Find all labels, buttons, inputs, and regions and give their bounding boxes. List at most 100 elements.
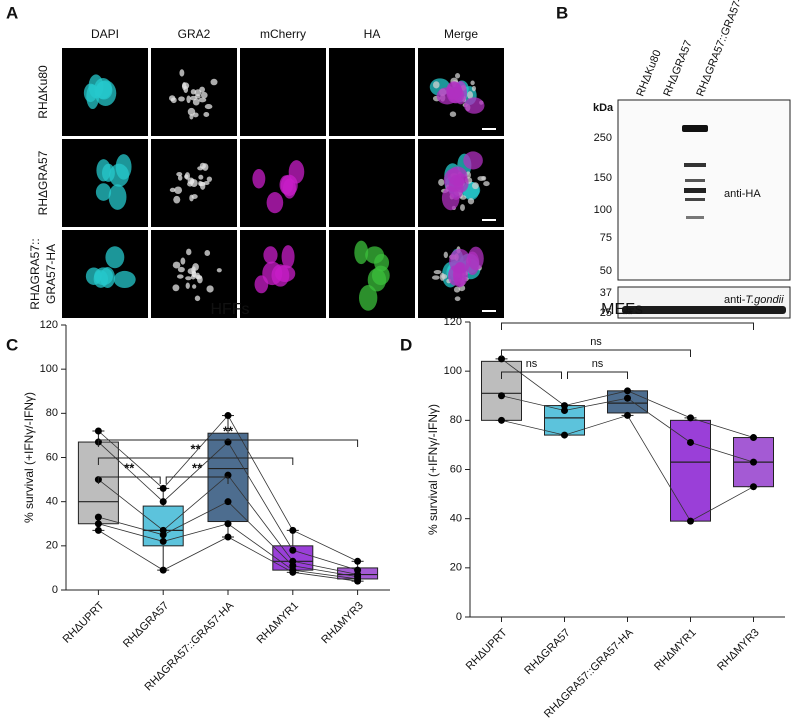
micrograph-blob [483, 181, 490, 187]
scale-bar [482, 310, 496, 312]
micrograph-blob [467, 197, 475, 205]
micrograph-signal [429, 73, 485, 117]
micrograph-blob [94, 267, 113, 286]
significance-label: ** [622, 306, 633, 321]
significance-label: ns [590, 336, 602, 348]
data-point [561, 402, 568, 410]
y-axis-label: % survival (+IFNγ/-IFNγ) [22, 392, 36, 523]
x-tick-label: RHΔMYR3 [715, 627, 762, 674]
micrograph-blob [431, 275, 440, 280]
micrograph-blob [197, 166, 204, 171]
data-point [687, 414, 694, 422]
micrograph-blob [433, 81, 440, 89]
micrograph-signal [431, 246, 484, 302]
micrograph [240, 48, 326, 136]
data-point [561, 407, 568, 414]
data-point [750, 458, 757, 466]
data-point [289, 526, 297, 534]
micrograph [329, 48, 415, 136]
significance-bracket [567, 371, 628, 379]
micrograph-blob [206, 285, 214, 293]
data-point [289, 568, 297, 576]
micrograph-blob [263, 246, 278, 264]
y-tick-label: 20 [450, 562, 462, 574]
micrograph-signal [354, 240, 390, 311]
micrograph-signal [83, 74, 117, 110]
micrograph-signal [172, 248, 222, 302]
data-point [289, 546, 297, 554]
x-tick-label: RHΔMYR1 [254, 600, 301, 647]
micrograph-blob [198, 180, 203, 187]
micrograph-blob [186, 248, 192, 256]
data-point [224, 498, 232, 506]
y-tick-label: 80 [450, 414, 462, 426]
micrograph-blob [184, 172, 191, 180]
marker-label: 250 [594, 132, 612, 144]
data-point [94, 427, 102, 435]
antibody-label: anti-HA [724, 188, 761, 200]
significance-label: ** [223, 423, 234, 438]
data-point [354, 577, 362, 585]
row-label: RHΔGRA57:: [28, 238, 42, 309]
significance-bracket [501, 371, 562, 379]
scale-bar [482, 219, 496, 221]
micrograph-blob [178, 96, 185, 102]
data-point [687, 517, 694, 525]
micrograph-blob [192, 284, 197, 289]
antibody-label-part: T.gondii [745, 294, 784, 306]
micrograph-blob [179, 69, 185, 77]
micrograph-blob [203, 112, 210, 117]
micrograph-blob [177, 266, 185, 273]
micrograph-signal [438, 151, 490, 212]
micrograph-blob [202, 163, 209, 171]
data-point [224, 520, 232, 528]
row-label: RHΔKu80 [36, 65, 50, 119]
y-tick-label: 120 [40, 319, 58, 331]
data-point [159, 537, 167, 545]
lane-label: RHΔKu80 [634, 48, 663, 98]
data-point [498, 392, 505, 400]
micrograph-blob [454, 296, 461, 302]
micrograph-blob [189, 114, 194, 120]
micrograph-blob [190, 274, 196, 280]
micrograph-blob [252, 168, 266, 189]
micrograph-signal [252, 160, 305, 214]
significance-bracket [97, 439, 359, 447]
y-tick-label: 100 [444, 365, 462, 377]
panel-letter: A [6, 3, 18, 22]
data-point [224, 412, 232, 420]
significance-label: ** [124, 460, 135, 475]
micrograph-signal [95, 154, 132, 210]
y-tick-label: 40 [450, 513, 462, 525]
micrograph-blob [191, 194, 198, 199]
data-point [94, 513, 102, 521]
y-tick-label: 20 [46, 540, 58, 552]
scale-bar [482, 128, 496, 130]
micrograph-blob [367, 268, 387, 292]
x-tick-label: RHΔUPRT [464, 626, 510, 672]
micrograph-blob [194, 89, 202, 97]
micrograph-blob [365, 246, 385, 264]
micrograph-blob [95, 183, 112, 201]
significance-bracket [501, 349, 691, 357]
micrograph-blob [282, 178, 296, 199]
box [670, 419, 711, 522]
micrograph-blob [172, 261, 181, 269]
lane-label: RHΔGRA57 [661, 39, 694, 98]
panel-letter: D [400, 335, 412, 354]
column-label: DAPI [91, 27, 119, 41]
micrograph-blob [177, 175, 183, 181]
chart-title: MEFs [601, 301, 643, 318]
chart-title: HFFs [210, 301, 249, 318]
box [142, 505, 184, 547]
data-point [94, 526, 102, 534]
column-label: HA [364, 27, 381, 41]
y-tick-label: 60 [450, 463, 462, 475]
significance-label: ** [192, 460, 203, 475]
column-label: Merge [444, 27, 478, 41]
micrograph-blob [186, 95, 191, 104]
micrograph-blob [172, 284, 180, 292]
micrograph-blob [465, 251, 480, 275]
micrograph-blob [463, 97, 485, 114]
micrograph-blob [198, 97, 207, 103]
